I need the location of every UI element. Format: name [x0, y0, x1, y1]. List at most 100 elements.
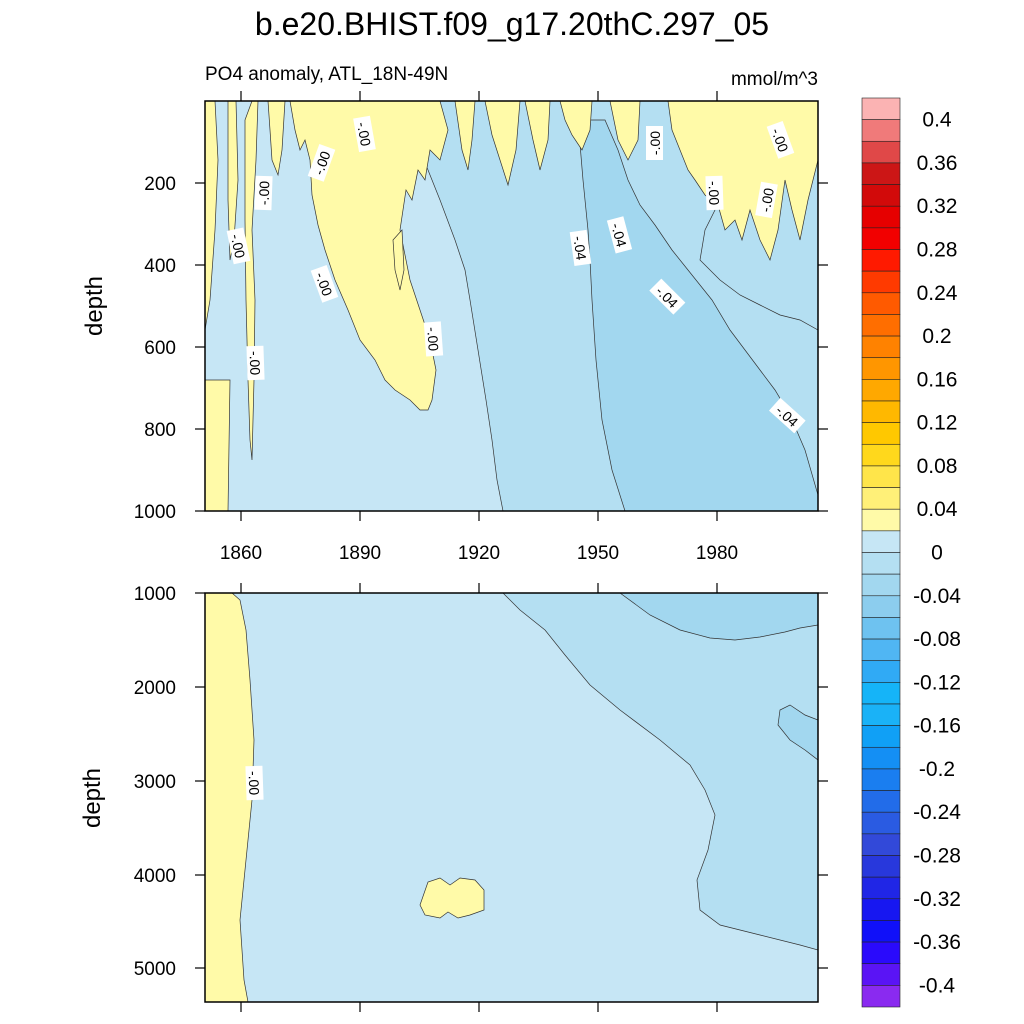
lower-right-patch-region: [777, 704, 818, 761]
colorbar-swatch: [861, 552, 901, 575]
panel-subtitle-left: PO4 anomaly, ATL_18N-49N: [205, 64, 448, 85]
svg-text:-.00: -.00: [647, 131, 663, 155]
contour-label: -.00: [423, 321, 444, 357]
colorbar-tick-label: 0.04: [917, 498, 958, 521]
colorbar-tick-label: 0.4: [922, 109, 952, 132]
lower-negative-band-region: [502, 593, 818, 951]
contour-label: -.00: [307, 143, 336, 182]
y-tick-label: 1000: [134, 502, 176, 523]
colorbar-swatch: [861, 162, 901, 185]
colorbar-swatch: [861, 638, 901, 662]
svg-text:-.00: -.00: [424, 326, 442, 351]
colorbar-tick-label: -0.32: [913, 888, 961, 911]
lower-y-tick-labels: 1000 2000 3000 4000 5000: [134, 584, 176, 980]
svg-text:-.00: -.00: [312, 270, 335, 298]
colorbar-swatch: [861, 530, 901, 553]
lower-plot-frame: [204, 592, 819, 1003]
colorbar-swatch: [861, 249, 901, 272]
upper-panel: 200 400 600 800 1000 1860 1890 1920 1950…: [81, 91, 828, 564]
contour-label: -.00: [766, 120, 795, 159]
colorbar-swatch: [861, 443, 901, 467]
colorbar-swatch: [861, 941, 901, 965]
y-tick-label: 200: [144, 174, 176, 195]
svg-text:-.00: -.00: [768, 126, 791, 154]
colorbar-tick-label: 0.08: [917, 455, 958, 478]
y-tick-label: 4000: [134, 866, 176, 887]
colorbar-swatch: [861, 963, 901, 986]
svg-text:-.00: -.00: [256, 180, 273, 205]
x-tick-label: 1950: [577, 543, 619, 564]
colorbar-swatch: [861, 508, 901, 532]
contour-label: -.00: [353, 115, 376, 153]
x-tick-labels: 1860 1890 1920 1950 1980: [220, 543, 738, 564]
x-tick-label: 1890: [339, 543, 381, 564]
lower-panel: 1000 2000 3000 4000 5000 depth -.00: [79, 583, 828, 1012]
colorbar-swatch: [861, 487, 901, 510]
upper-y-tick-labels: 200 400 600 800 1000: [134, 174, 176, 523]
colorbar-swatch: [861, 292, 901, 315]
lower-tick-marks: [195, 583, 828, 1012]
contour-label: -.00: [246, 345, 265, 381]
y-tick-label: 1000: [134, 584, 176, 605]
colorbar-swatch: [861, 682, 901, 705]
colorbar-swatch: [861, 768, 901, 791]
figure-title: b.e20.BHIST.f09_g17.20thC.297_05: [255, 6, 769, 42]
contour-label-extra: -.00: [755, 181, 778, 219]
colorbar-tick-label: -0.28: [913, 845, 961, 868]
svg-text:-.00: -.00: [757, 187, 777, 214]
colorbar-tick-label: -0.2: [919, 758, 955, 781]
colorbar-swatch: [861, 985, 901, 1008]
colorbar-tick-label: 0.32: [917, 195, 958, 218]
colorbar-swatch: [861, 465, 901, 488]
y-tick-label: 2000: [134, 678, 176, 699]
contour-label: -.00: [254, 175, 273, 211]
svg-text:-.00: -.00: [228, 233, 249, 260]
contour-label: -.00: [245, 765, 264, 801]
colorbar-tick-label: -0.4: [919, 974, 956, 997]
colorbar-tick-label: 0: [931, 542, 943, 565]
colorbar-swatch: [861, 703, 901, 726]
colorbar-tick-label: -0.24: [913, 801, 961, 824]
colorbar-swatch: [861, 205, 901, 229]
lower-y-axis-label: depth: [79, 768, 106, 828]
contour-label: -.00: [226, 227, 251, 265]
panel-units: mmol/m^3: [731, 69, 818, 90]
contour-label: -.00: [310, 264, 339, 303]
colorbar-swatch: [861, 400, 901, 423]
svg-text:-.00: -.00: [246, 771, 263, 796]
y-tick-label: 3000: [134, 772, 176, 793]
colorbar-swatch: [861, 379, 901, 402]
colorbar: [861, 97, 901, 1008]
colorbar-swatch: [861, 184, 901, 207]
y-tick-label: 600: [144, 338, 176, 359]
colorbar-swatch: [861, 97, 901, 120]
svg-text:-.04: -.04: [570, 235, 589, 261]
lower-deep-patch-region: [619, 593, 818, 641]
svg-text:-.00: -.00: [310, 149, 333, 177]
upper-contour-labels: -.00 -.00 -.00 -.00 -.00 -.00 -.00 -.00 …: [226, 115, 806, 434]
colorbar-tick-label: -0.04: [913, 585, 961, 608]
x-tick-label: 1920: [458, 543, 500, 564]
svg-text:-.04: -.04: [608, 221, 630, 249]
colorbar-tick-label: -0.36: [913, 931, 961, 954]
colorbar-swatch: [861, 335, 901, 359]
y-tick-label: 5000: [134, 959, 176, 980]
colorbar-tick-label: 0.2: [922, 325, 951, 348]
colorbar-swatch: [861, 314, 901, 337]
upper-y-axis-label: depth: [81, 276, 108, 336]
colorbar-tick-label: 0.36: [917, 152, 958, 175]
colorbar-tick-label: -0.16: [913, 715, 961, 738]
colorbar-tick-label: -0.08: [913, 628, 961, 651]
colorbar-tick-label: 0.16: [917, 368, 958, 391]
x-tick-label: 1980: [696, 543, 738, 564]
svg-text:-.00: -.00: [706, 181, 723, 206]
y-tick-label: 800: [144, 420, 176, 441]
contour-label: -.04: [569, 229, 592, 266]
upper-tick-marks: [195, 91, 828, 521]
colorbar-swatch: [861, 811, 901, 835]
colorbar-swatch: [861, 119, 901, 142]
colorbar-swatch: [861, 876, 901, 900]
lower-deep-positive-patch: [419, 877, 485, 919]
colorbar-swatch: [861, 270, 901, 294]
